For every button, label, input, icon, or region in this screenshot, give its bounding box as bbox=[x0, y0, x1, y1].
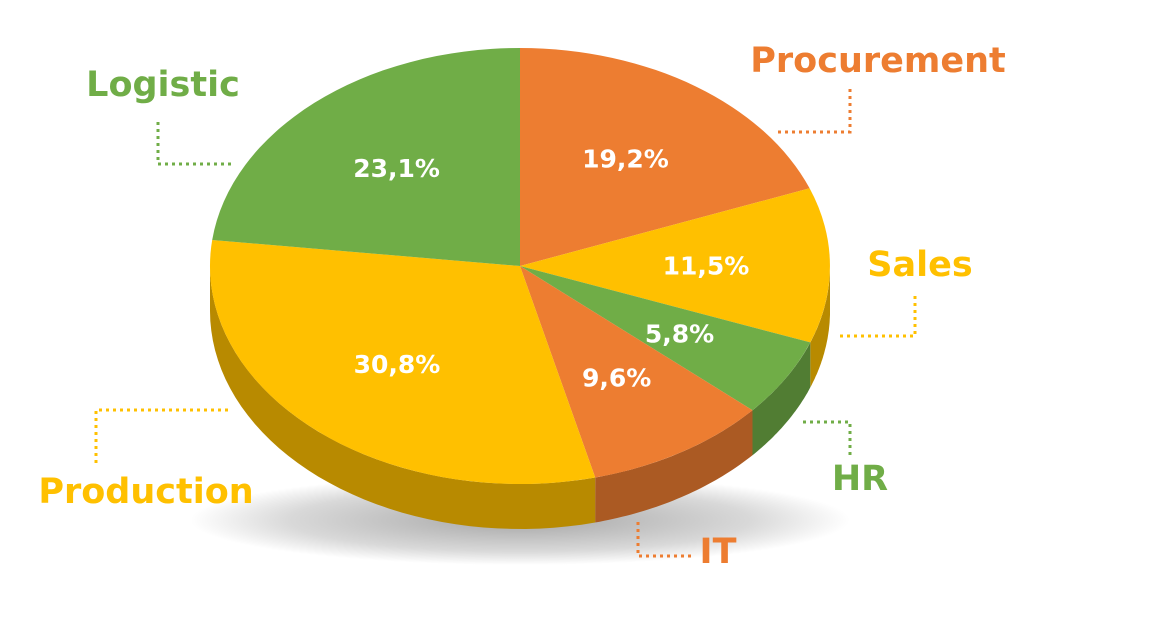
leader-line-procurement bbox=[778, 88, 852, 134]
pie-category-labels: Procurement Sales HR IT Production Logistic bbox=[38, 41, 1005, 572]
pie-slice-logistic bbox=[212, 47, 520, 266]
pie-side-hr bbox=[752, 342, 811, 456]
pie-side-production bbox=[210, 266, 596, 529]
category-label-production: Production bbox=[38, 472, 253, 512]
category-label-logistic: Logistic bbox=[86, 65, 240, 105]
pie-depth-sides bbox=[210, 266, 830, 529]
pie-side-sales bbox=[810, 266, 830, 388]
percent-label-production: 30,8% bbox=[354, 350, 441, 379]
pie-slice-hr bbox=[520, 266, 811, 411]
leader-line-logistic bbox=[156, 122, 232, 166]
leader-line-it bbox=[636, 522, 692, 558]
percent-label-logistic: 23,1% bbox=[353, 154, 440, 183]
percent-label-hr: 5,8% bbox=[645, 319, 714, 348]
pie-percent-labels: 19,2% 11,5% 5,8% 9,6% 30,8% 23,1% bbox=[353, 144, 749, 392]
pie-slice-it bbox=[520, 266, 753, 478]
pie-slices bbox=[209, 47, 830, 485]
leader-line-hr bbox=[803, 420, 852, 458]
leader-line-production bbox=[94, 408, 228, 466]
pie-slice-procurement bbox=[520, 48, 810, 266]
category-label-hr: HR bbox=[832, 459, 888, 499]
percent-label-it: 9,6% bbox=[582, 364, 651, 393]
pie-side-it bbox=[595, 410, 753, 523]
category-label-procurement: Procurement bbox=[750, 41, 1005, 81]
category-label-it: IT bbox=[700, 532, 737, 572]
pie-slice-production bbox=[209, 240, 596, 485]
category-label-sales: Sales bbox=[867, 245, 972, 285]
percent-label-sales: 11,5% bbox=[663, 252, 750, 281]
pie-slice-sales bbox=[520, 188, 830, 343]
leader-line-sales bbox=[840, 292, 917, 338]
percent-label-procurement: 19,2% bbox=[582, 144, 669, 173]
